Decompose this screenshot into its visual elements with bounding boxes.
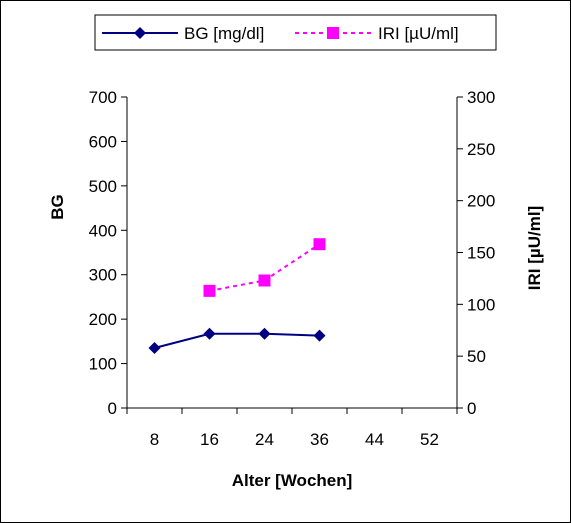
x-axis-title: Alter [Wochen] (232, 471, 353, 490)
x-tick-label: 36 (310, 430, 329, 449)
data-point (313, 238, 326, 251)
series-line (209, 243, 321, 292)
x-tick-label: 44 (365, 430, 384, 449)
x-ticks: 8 16 24 36 44 52 (126, 408, 458, 449)
y-tick-label-right: 250 (467, 140, 495, 159)
y-tick-label-left: 600 (89, 132, 117, 151)
legend-entry-bg: BG [mg/dl] (102, 24, 264, 43)
y-tick-label-right: 100 (467, 295, 495, 314)
y-tick-label-right: 0 (467, 399, 476, 418)
x-tick-label: 24 (255, 430, 274, 449)
series-line (154, 332, 320, 349)
y-tick-label-left: 0 (108, 399, 117, 418)
legend: BG [mg/dl] IRI [µU/ml] (94, 14, 497, 51)
y-tick-label-left: 300 (89, 266, 117, 285)
x-tick-label: 16 (200, 430, 219, 449)
data-point (313, 329, 326, 342)
data-point (203, 327, 216, 340)
data-point (258, 327, 271, 340)
y-tick-label-right: 50 (467, 347, 486, 366)
y-ticks-right: 0 50 100 150 200 250 300 (457, 88, 495, 418)
legend-marker-iri (327, 27, 339, 39)
y-tick-label-left: 200 (89, 310, 117, 329)
y-tick-label-left: 700 (89, 88, 117, 107)
series-bg (148, 327, 326, 355)
x-tick-label: 52 (420, 430, 439, 449)
y-tick-label-left: 500 (89, 177, 117, 196)
legend-marker-bg (134, 27, 146, 39)
y-ticks-left: 0 100 200 300 400 500 600 700 (89, 88, 127, 418)
series-iri (203, 238, 326, 297)
x-tick-label: 8 (150, 430, 159, 449)
data-point (258, 274, 271, 287)
y-axis-title-left: BG (48, 194, 67, 220)
y-tick-label-right: 150 (467, 244, 495, 263)
y-tick-label-left: 400 (89, 221, 117, 240)
legend-label-bg: BG [mg/dl] (184, 24, 264, 43)
data-point (148, 342, 161, 355)
y-tick-label-right: 200 (467, 192, 495, 211)
y-tick-label-right: 300 (467, 88, 495, 107)
y-axis-title-right: IRI [µU/ml] (525, 206, 544, 290)
y-tick-label-left: 100 (89, 355, 117, 374)
legend-entry-iri: IRI [µU/ml] (295, 24, 459, 43)
data-point (203, 284, 216, 297)
legend-label-iri: IRI [µU/ml] (378, 24, 459, 43)
